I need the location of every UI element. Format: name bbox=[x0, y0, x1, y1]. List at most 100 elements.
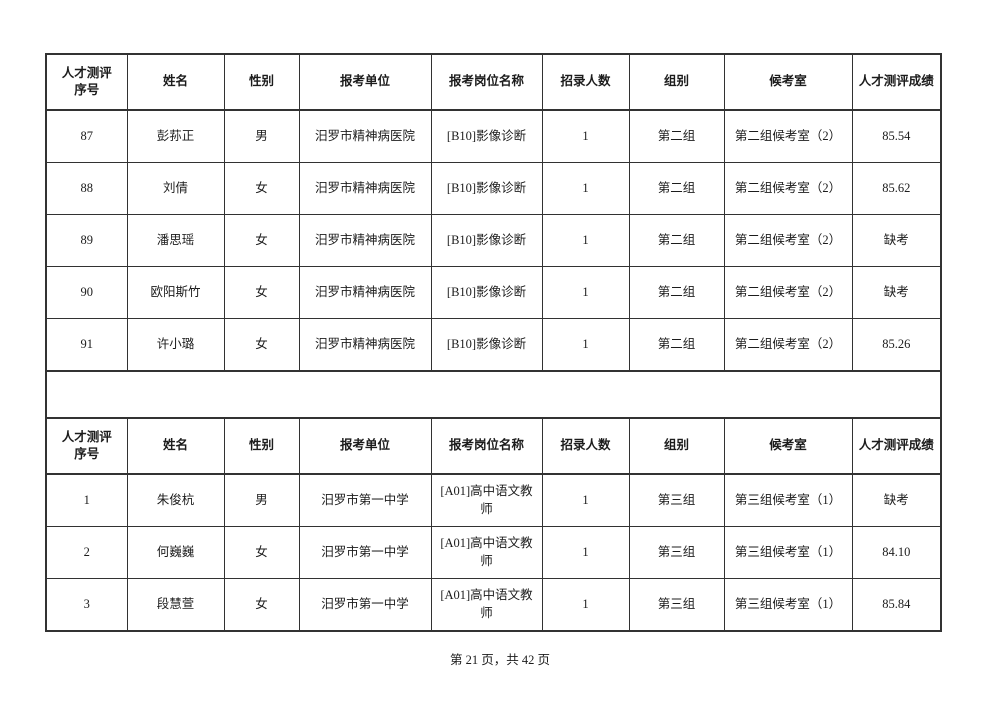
cell-group: 第三组 bbox=[628, 473, 725, 527]
cell-position: [B10]影像诊断 bbox=[430, 162, 543, 215]
cell-unit: 汨罗市精神病医院 bbox=[298, 318, 432, 372]
cell-position: [B10]影像诊断 bbox=[430, 214, 543, 267]
cell-seq: 91 bbox=[45, 318, 128, 372]
col-header-score: 人才测评成绩 bbox=[851, 417, 942, 475]
cell-seq: 89 bbox=[45, 214, 128, 267]
cell-unit: 汨罗市精神病医院 bbox=[298, 266, 432, 319]
col-header-name: 姓名 bbox=[126, 417, 225, 475]
cell-group: 第三组 bbox=[628, 526, 725, 579]
cell-recruit-count: 1 bbox=[541, 526, 630, 579]
cell-recruit-count: 1 bbox=[541, 578, 630, 632]
cell-unit: 汨罗市精神病医院 bbox=[298, 109, 432, 163]
table-row: 87 彭荪正 男 汨罗市精神病医院 [B10]影像诊断 1 第二组 第二组候考室… bbox=[45, 109, 942, 163]
col-header-gender: 性别 bbox=[223, 53, 300, 111]
col-header-group: 组别 bbox=[628, 417, 725, 475]
cell-recruit-count: 1 bbox=[541, 473, 630, 527]
cell-waiting-room: 第三组候考室（1） bbox=[723, 473, 853, 527]
col-header-seq: 人才测评序号 bbox=[45, 53, 128, 111]
cell-recruit-count: 1 bbox=[541, 318, 630, 372]
cell-unit: 汨罗市精神病医院 bbox=[298, 162, 432, 215]
cell-recruit-count: 1 bbox=[541, 214, 630, 267]
col-header-seq: 人才测评序号 bbox=[45, 417, 128, 475]
cell-position: [A01]高中语文教师 bbox=[430, 473, 543, 527]
col-header-seq-label: 人才测评序号 bbox=[61, 429, 112, 461]
col-header-unit: 报考单位 bbox=[298, 53, 432, 111]
table-row: 3 段慧萱 女 汨罗市第一中学 [A01]高中语文教师 1 第三组 第三组候考室… bbox=[45, 578, 942, 632]
cell-waiting-room: 第二组候考室（2） bbox=[723, 162, 853, 215]
col-header-position: 报考岗位名称 bbox=[430, 417, 543, 475]
cell-seq: 2 bbox=[45, 526, 128, 579]
cell-seq: 87 bbox=[45, 109, 128, 163]
cell-seq: 1 bbox=[45, 473, 128, 527]
table-row: 91 许小璐 女 汨罗市精神病医院 [B10]影像诊断 1 第二组 第二组候考室… bbox=[45, 318, 942, 372]
col-header-score: 人才测评成绩 bbox=[851, 53, 942, 111]
cell-group: 第二组 bbox=[628, 318, 725, 372]
table-row: 90 欧阳斯竹 女 汨罗市精神病医院 [B10]影像诊断 1 第二组 第二组候考… bbox=[45, 266, 942, 319]
cell-gender: 女 bbox=[223, 266, 300, 319]
cell-score: 85.84 bbox=[851, 578, 942, 632]
cell-name: 潘思瑶 bbox=[126, 214, 225, 267]
cell-name: 欧阳斯竹 bbox=[126, 266, 225, 319]
cell-score: 85.54 bbox=[851, 109, 942, 163]
cell-seq: 90 bbox=[45, 266, 128, 319]
table-header-row: 人才测评序号 姓名 性别 报考单位 报考岗位名称 招录人数 组别 候考室 人才测… bbox=[45, 53, 942, 111]
cell-group: 第二组 bbox=[628, 266, 725, 319]
col-header-unit: 报考单位 bbox=[298, 417, 432, 475]
cell-waiting-room: 第二组候考室（2） bbox=[723, 318, 853, 372]
cell-score: 缺考 bbox=[851, 266, 942, 319]
cell-unit: 汨罗市第一中学 bbox=[298, 526, 432, 579]
cell-gender: 女 bbox=[223, 526, 300, 579]
cell-position: [A01]高中语文教师 bbox=[430, 526, 543, 579]
col-header-waiting-room: 候考室 bbox=[723, 53, 853, 111]
cell-seq: 88 bbox=[45, 162, 128, 215]
cell-score: 85.62 bbox=[851, 162, 942, 215]
cell-gender: 男 bbox=[223, 109, 300, 163]
col-header-name: 姓名 bbox=[126, 53, 225, 111]
cell-name: 朱俊杭 bbox=[126, 473, 225, 527]
cell-score: 缺考 bbox=[851, 214, 942, 267]
cell-waiting-room: 第二组候考室（2） bbox=[723, 266, 853, 319]
cell-gender: 男 bbox=[223, 473, 300, 527]
col-header-gender: 性别 bbox=[223, 417, 300, 475]
table-row: 2 何巍巍 女 汨罗市第一中学 [A01]高中语文教师 1 第三组 第三组候考室… bbox=[45, 526, 942, 579]
cell-group: 第二组 bbox=[628, 162, 725, 215]
cell-unit: 汨罗市精神病医院 bbox=[298, 214, 432, 267]
cell-recruit-count: 1 bbox=[541, 266, 630, 319]
cell-seq: 3 bbox=[45, 578, 128, 632]
cell-position: [B10]影像诊断 bbox=[430, 266, 543, 319]
assessment-roster-table: 人才测评序号 姓名 性别 报考单位 报考岗位名称 招录人数 组别 候考室 人才测… bbox=[45, 53, 942, 632]
col-header-recruit-count: 招录人数 bbox=[541, 53, 630, 111]
cell-recruit-count: 1 bbox=[541, 162, 630, 215]
cell-waiting-room: 第二组候考室（2） bbox=[723, 109, 853, 163]
cell-position: [A01]高中语文教师 bbox=[430, 578, 543, 632]
cell-recruit-count: 1 bbox=[541, 109, 630, 163]
cell-position: [B10]影像诊断 bbox=[430, 109, 543, 163]
col-header-recruit-count: 招录人数 bbox=[541, 417, 630, 475]
section-gap-row bbox=[46, 370, 941, 419]
cell-gender: 女 bbox=[223, 578, 300, 632]
cell-unit: 汨罗市第一中学 bbox=[298, 578, 432, 632]
cell-waiting-room: 第三组候考室（1） bbox=[723, 578, 853, 632]
cell-score: 缺考 bbox=[851, 473, 942, 527]
col-header-waiting-room: 候考室 bbox=[723, 417, 853, 475]
cell-name: 许小璐 bbox=[126, 318, 225, 372]
cell-group: 第二组 bbox=[628, 109, 725, 163]
cell-waiting-room: 第三组候考室（1） bbox=[723, 526, 853, 579]
section-gap-cell bbox=[46, 370, 941, 419]
cell-name: 彭荪正 bbox=[126, 109, 225, 163]
col-header-seq-label: 人才测评序号 bbox=[61, 65, 112, 97]
table-row: 1 朱俊杭 男 汨罗市第一中学 [A01]高中语文教师 1 第三组 第三组候考室… bbox=[45, 473, 942, 527]
cell-unit: 汨罗市第一中学 bbox=[298, 473, 432, 527]
cell-name: 何巍巍 bbox=[126, 526, 225, 579]
table-row: 88 刘倩 女 汨罗市精神病医院 [B10]影像诊断 1 第二组 第二组候考室（… bbox=[45, 162, 942, 215]
col-header-position: 报考岗位名称 bbox=[430, 53, 543, 111]
cell-position: [B10]影像诊断 bbox=[430, 318, 543, 372]
table-header-row: 人才测评序号 姓名 性别 报考单位 报考岗位名称 招录人数 组别 候考室 人才测… bbox=[45, 417, 942, 475]
cell-group: 第三组 bbox=[628, 578, 725, 632]
table-row: 89 潘思瑶 女 汨罗市精神病医院 [B10]影像诊断 1 第二组 第二组候考室… bbox=[45, 214, 942, 267]
cell-score: 84.10 bbox=[851, 526, 942, 579]
cell-gender: 女 bbox=[223, 214, 300, 267]
col-header-group: 组别 bbox=[628, 53, 725, 111]
cell-waiting-room: 第二组候考室（2） bbox=[723, 214, 853, 267]
